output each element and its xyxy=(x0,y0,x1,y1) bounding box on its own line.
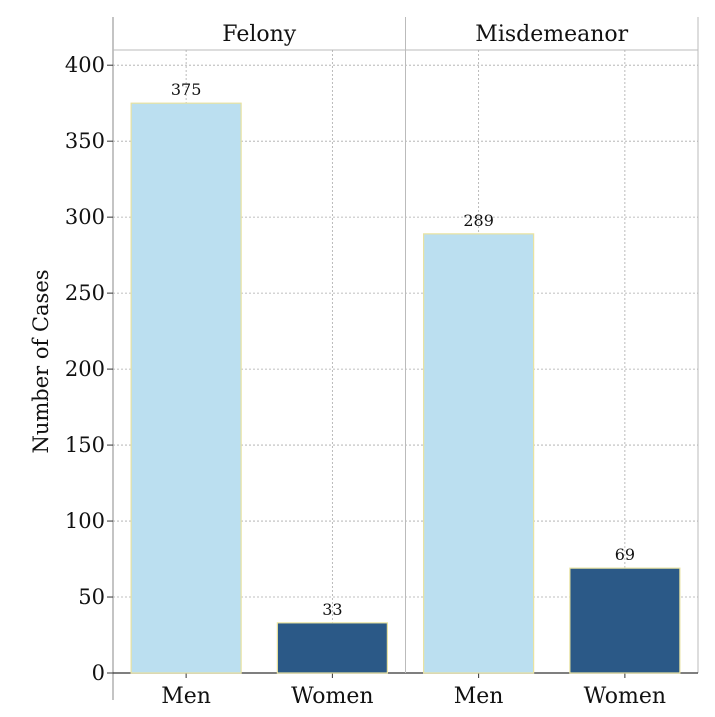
x-tick-label: Women xyxy=(584,684,666,709)
data-label: 69 xyxy=(615,545,635,564)
data-label: 375 xyxy=(171,80,202,99)
y-tick-label: 50 xyxy=(78,585,105,609)
y-tick-label: 400 xyxy=(65,53,105,77)
y-tick-label: 100 xyxy=(65,509,105,533)
y-tick-label: 0 xyxy=(92,661,105,685)
data-label: 33 xyxy=(322,600,342,619)
data-label: 289 xyxy=(463,211,494,230)
bar-women xyxy=(276,622,388,674)
panel-title: Felony xyxy=(222,22,297,47)
y-tick-label: 200 xyxy=(65,357,105,381)
bar-women xyxy=(569,567,681,674)
y-tick-label: 150 xyxy=(65,433,105,457)
panel-title: Misdemeanor xyxy=(475,22,628,47)
bar-men xyxy=(423,233,535,674)
x-tick-label: Women xyxy=(291,684,373,709)
y-tick-label: 300 xyxy=(65,205,105,229)
bar-men xyxy=(130,102,242,674)
x-tick-label: Men xyxy=(161,684,211,709)
y-axis-label: Number of Cases xyxy=(29,269,53,453)
y-tick-label: 350 xyxy=(65,129,105,153)
y-tick-label: 250 xyxy=(65,281,105,305)
x-tick-label: Men xyxy=(454,684,504,709)
